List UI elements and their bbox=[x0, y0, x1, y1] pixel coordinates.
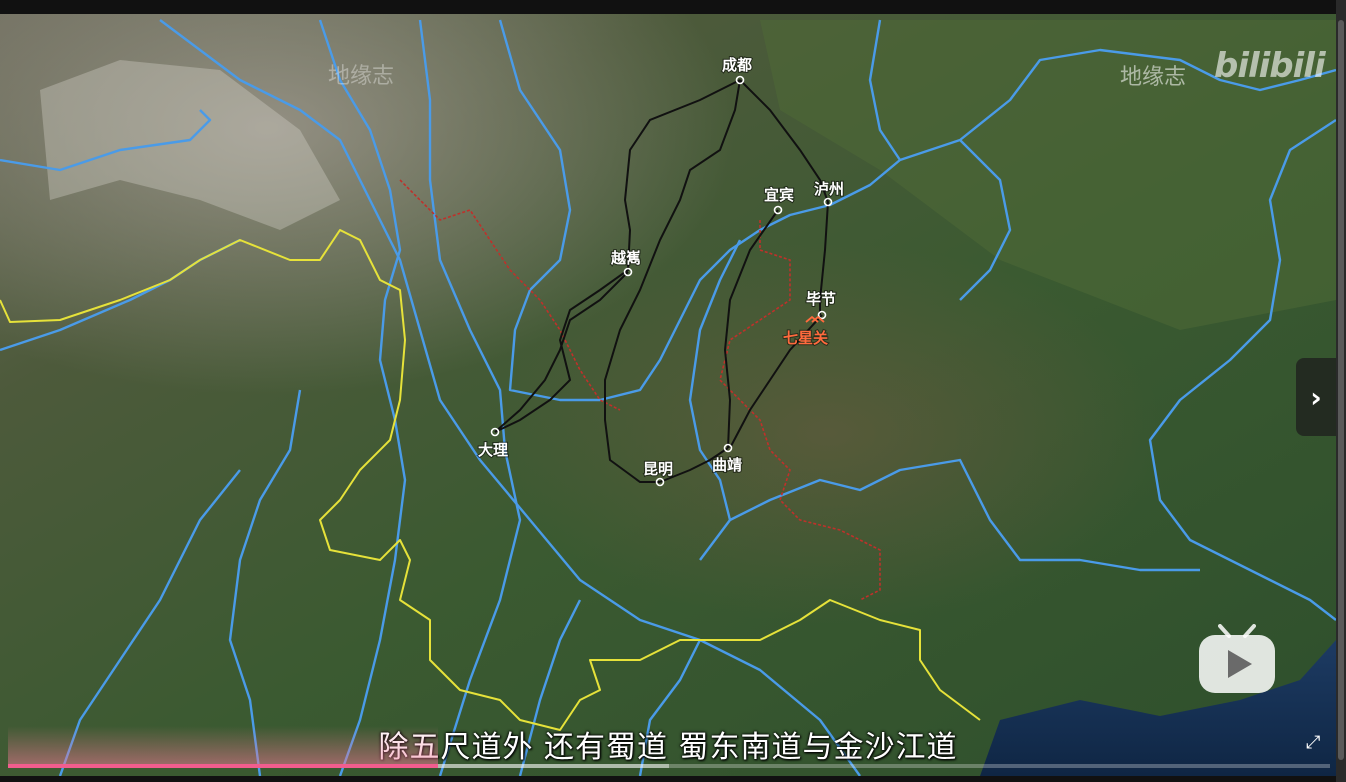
progress-fill bbox=[8, 764, 438, 768]
watermark-left: 地缘志 bbox=[328, 64, 395, 89]
city-label-dali: 大理 bbox=[478, 441, 508, 459]
city-markers bbox=[490, 75, 833, 487]
fullscreen-icon[interactable]: ⤢ bbox=[1306, 732, 1321, 753]
subtitle: 除五尺道外 还有蜀道 蜀东南道与金沙江道 bbox=[378, 730, 958, 765]
scrollbar[interactable] bbox=[1336, 0, 1346, 782]
city-marker-yuexi bbox=[623, 267, 633, 277]
city-marker-chengdu bbox=[735, 75, 745, 85]
bilibili-tv-icon bbox=[1196, 620, 1278, 698]
snow-peaks bbox=[40, 60, 340, 230]
city-marker-bijie bbox=[817, 310, 827, 320]
city-label-chengdu: 成都 bbox=[722, 56, 752, 74]
video-area[interactable]: 成都 宜宾 泸州 越嶲 毕节 大理 昆明 曲靖 七星关 地缘志 地缘志 bili… bbox=[0, 14, 1336, 776]
city-marker-luzhou bbox=[823, 197, 833, 207]
mountain-pass-icon bbox=[805, 315, 825, 323]
gulf-of-tonkin bbox=[980, 640, 1336, 776]
next-button[interactable]: › bbox=[1296, 358, 1336, 436]
city-label-bijie: 毕节 bbox=[806, 290, 836, 308]
chevron-right-icon: › bbox=[1310, 380, 1322, 414]
city-label-yibin: 宜宾 bbox=[764, 186, 794, 204]
routes bbox=[494, 79, 830, 483]
city-label-kunming: 昆明 bbox=[643, 460, 673, 478]
scrollbar-thumb[interactable] bbox=[1338, 20, 1344, 760]
watermark-right-text: 地缘志 bbox=[1120, 65, 1187, 90]
pass-label-qixingguan: 七星关 bbox=[783, 329, 828, 347]
city-marker-kunming bbox=[655, 477, 665, 487]
city-marker-yibin bbox=[773, 205, 783, 215]
bilibili-logo: bilibili bbox=[1214, 46, 1326, 86]
city-label-yuexi: 越嶲 bbox=[610, 249, 641, 267]
city-marker-dali bbox=[490, 427, 500, 437]
city-label-luzhou: 泸州 bbox=[814, 180, 844, 198]
city-label-qujing: 曲靖 bbox=[712, 456, 742, 474]
progress-bar[interactable] bbox=[8, 764, 1330, 768]
sichuan-basin bbox=[760, 20, 1336, 330]
map: 成都 宜宾 泸州 越嶲 毕节 大理 昆明 曲靖 七星关 bbox=[0, 14, 1336, 776]
national-borders bbox=[0, 229, 981, 731]
city-marker-qujing bbox=[723, 443, 733, 453]
provincial-borders bbox=[399, 179, 881, 601]
